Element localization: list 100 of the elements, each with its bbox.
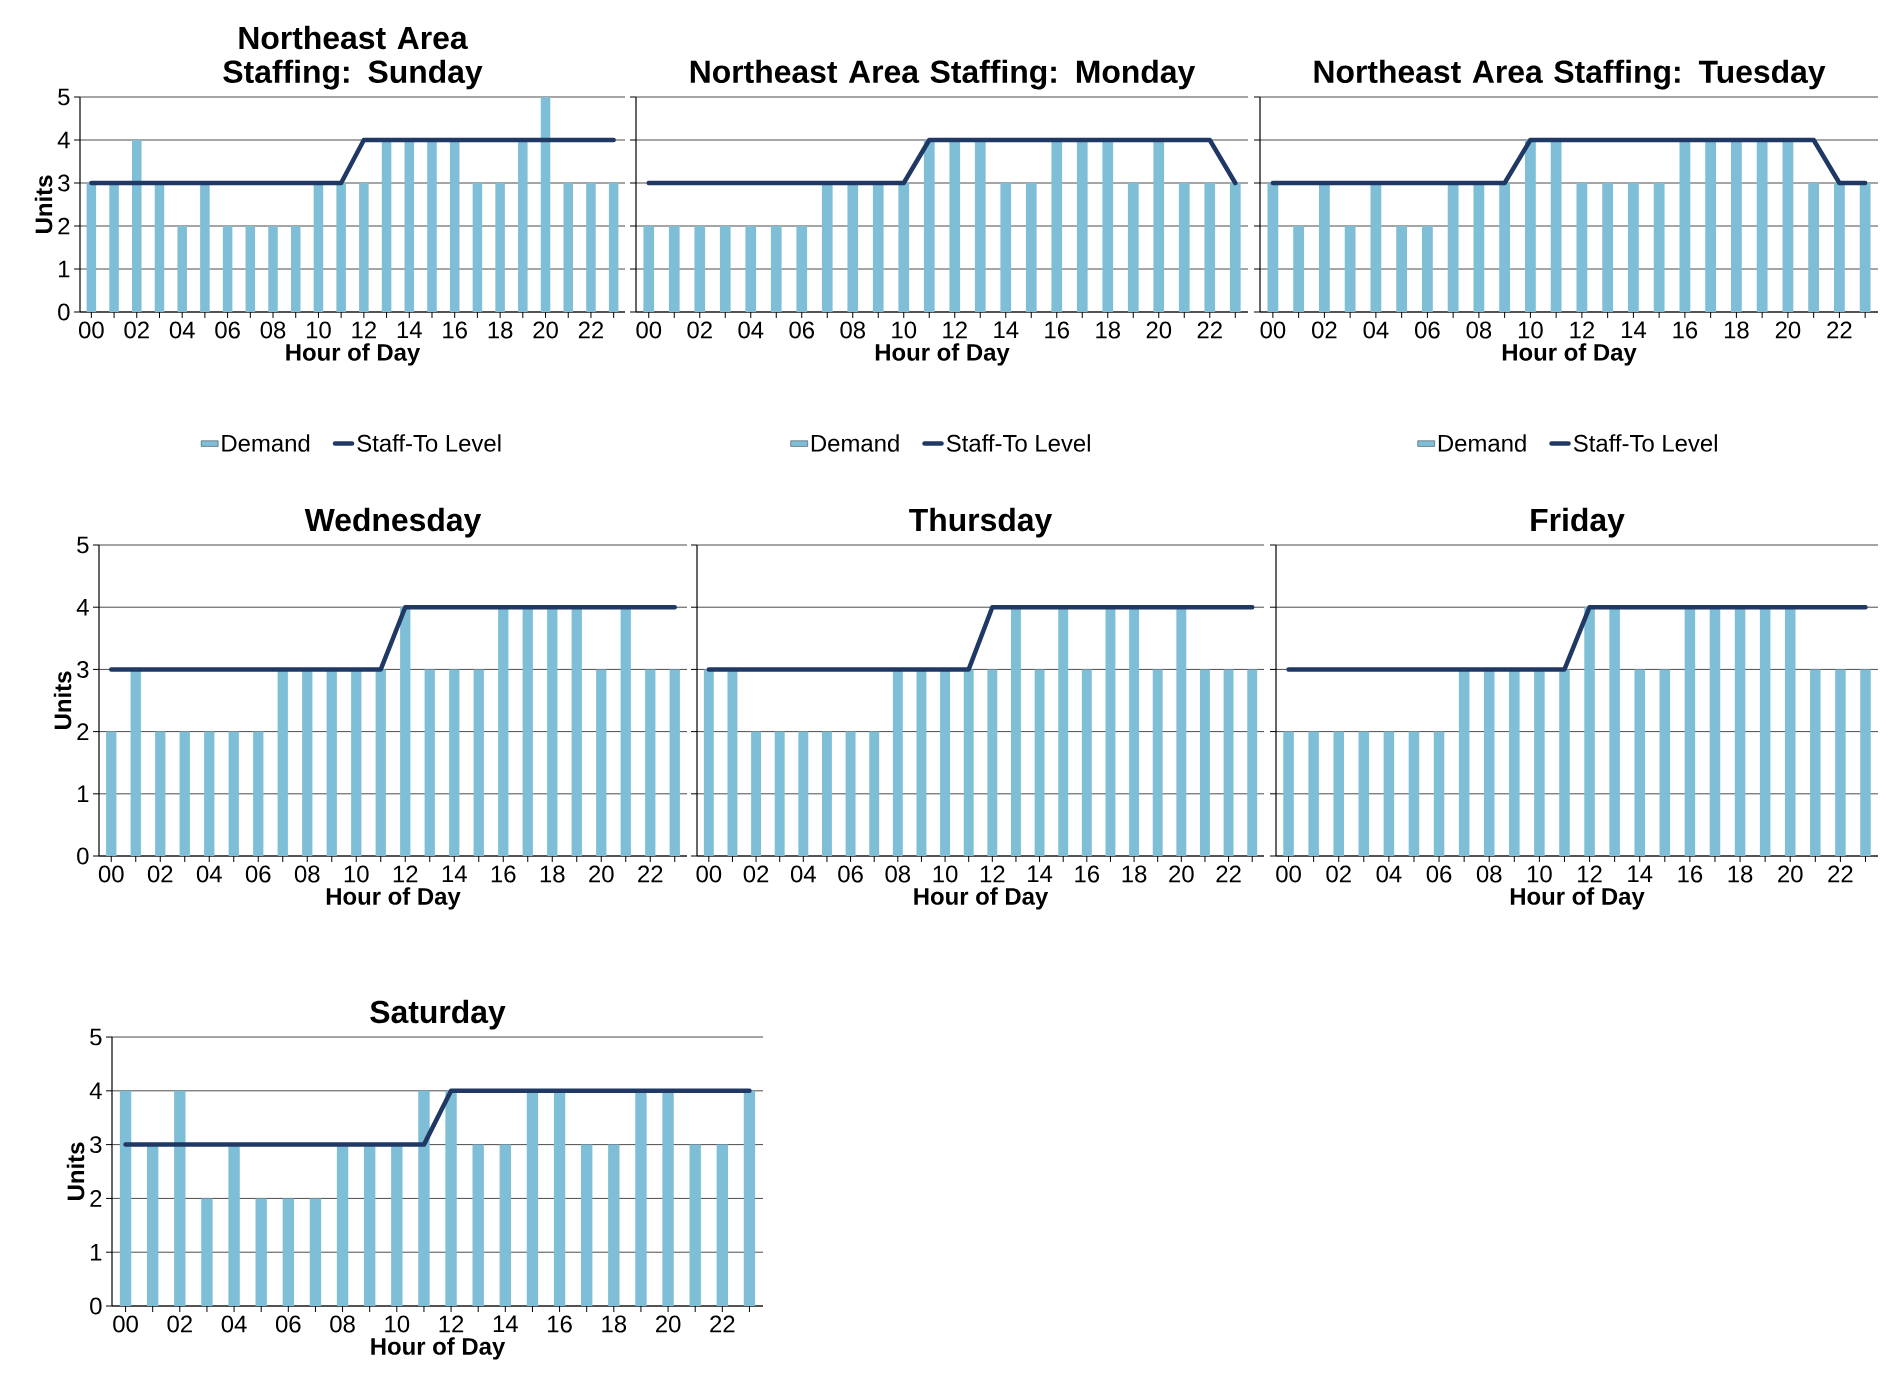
chart-title: Northeast Area Staffing: Sunday	[223, 25, 483, 90]
x-tick-label: 10	[1527, 865, 1552, 883]
bar	[201, 1198, 213, 1307]
bar	[146, 1144, 159, 1307]
x-tick-label: 04	[221, 1315, 247, 1333]
bar	[228, 1144, 240, 1307]
x-axis-title: Hour of Day	[326, 887, 461, 910]
bar	[364, 1144, 376, 1307]
bar	[620, 607, 631, 857]
chart-title: Northeast Area Staffing: Monday	[690, 59, 1196, 90]
x-tick-label: 18	[1724, 321, 1749, 339]
x-tick-label: 16	[491, 865, 516, 883]
bar	[563, 183, 573, 313]
bar	[449, 140, 460, 313]
x-tick-label: 20	[1775, 321, 1801, 339]
x-tick-label: 12	[943, 321, 967, 339]
x-tick-label: 16	[1045, 321, 1070, 339]
bar	[109, 183, 119, 313]
bar	[309, 1198, 322, 1307]
y-tick-label: 0	[58, 303, 70, 321]
x-tick-label: 16	[1678, 865, 1703, 883]
bar	[282, 1198, 295, 1307]
bar	[547, 607, 558, 857]
x-tick-label: 20	[533, 321, 558, 339]
x-tick-label: 22	[1827, 321, 1852, 339]
x-tick-label: 12	[439, 1315, 464, 1333]
legend-label: Staff-To Level	[946, 434, 1090, 452]
x-tick-label: 02	[167, 1315, 192, 1333]
x-tick-label: 10	[385, 1315, 410, 1333]
bar	[427, 140, 437, 313]
bar	[86, 183, 97, 313]
x-tick-label: 22	[1828, 865, 1853, 883]
x-tick-label: 22	[710, 1315, 735, 1333]
x-tick-label: 18	[1122, 865, 1147, 883]
bar	[424, 669, 435, 857]
bar	[290, 226, 301, 313]
bar	[716, 1144, 729, 1307]
bar	[495, 183, 505, 313]
bar	[635, 1090, 647, 1307]
bar	[445, 1090, 457, 1307]
bar	[645, 669, 656, 857]
x-axis-title: Hour of Day	[371, 1337, 506, 1360]
bar	[228, 731, 239, 857]
x-tick-label: 16	[1075, 865, 1100, 883]
x-tick-label: 06	[215, 321, 240, 339]
x-tick-label: 02	[1326, 865, 1351, 883]
y-tick-label: 3	[77, 660, 89, 678]
x-tick-label: 00	[98, 865, 124, 883]
x-tick-label: 04	[196, 865, 222, 883]
x-tick-label: 06	[275, 1315, 301, 1333]
x-tick-label: 08	[840, 321, 866, 339]
y-tick-label: 5	[58, 88, 70, 106]
bar	[472, 1144, 484, 1307]
x-tick-label: 14	[994, 321, 1019, 338]
x-tick-label: 08	[294, 865, 320, 883]
bar	[473, 669, 484, 857]
y-tick-label: 4	[89, 1082, 102, 1100]
bar	[418, 1090, 430, 1307]
bar	[302, 669, 313, 857]
x-tick-label: 20	[1146, 321, 1172, 339]
bar	[540, 97, 551, 313]
x-tick-label: 18	[1096, 321, 1121, 339]
bar	[571, 607, 582, 857]
x-tick-label: 18	[602, 1315, 627, 1333]
chart-title: Thursday	[909, 507, 1053, 538]
bar	[277, 669, 288, 857]
x-tick-label: 06	[245, 865, 271, 883]
bar	[586, 183, 596, 313]
bar	[472, 183, 483, 313]
legend-label: Staff-To Level	[357, 434, 501, 452]
bar	[596, 669, 607, 857]
y-tick-label: 2	[77, 723, 89, 740]
x-tick-label: 14	[493, 1315, 518, 1332]
y-axis-title: Units	[66, 1142, 85, 1200]
y-tick-label: 0	[90, 1297, 102, 1315]
x-tick-label: 20	[1778, 865, 1803, 883]
bar	[313, 183, 324, 313]
bar	[268, 226, 278, 313]
x-tick-label: 02	[743, 865, 769, 883]
chart-title: Friday	[1531, 507, 1625, 538]
x-tick-label: 10	[933, 865, 958, 883]
x-tick-label: 16	[548, 1315, 572, 1333]
x-axis-title: Hour of Day	[1502, 343, 1637, 366]
x-tick-label: 00	[1260, 321, 1286, 339]
x-tick-label: 02	[147, 865, 173, 883]
x-tick-label: 22	[578, 321, 604, 339]
x-tick-label: 08	[885, 865, 911, 883]
x-tick-label: 22	[1216, 865, 1241, 883]
bar	[179, 731, 190, 857]
x-tick-label: 08	[260, 321, 286, 339]
x-tick-label: 22	[1197, 321, 1222, 339]
bar	[375, 669, 386, 857]
bar	[553, 1090, 566, 1307]
bar	[499, 1144, 512, 1307]
chart-title: Wednesday	[304, 507, 482, 538]
bar	[400, 607, 411, 857]
x-tick-label: 04	[169, 321, 195, 339]
x-tick-label: 14	[1621, 321, 1646, 338]
x-tick-label: 12	[1578, 865, 1602, 883]
bar	[326, 669, 337, 857]
